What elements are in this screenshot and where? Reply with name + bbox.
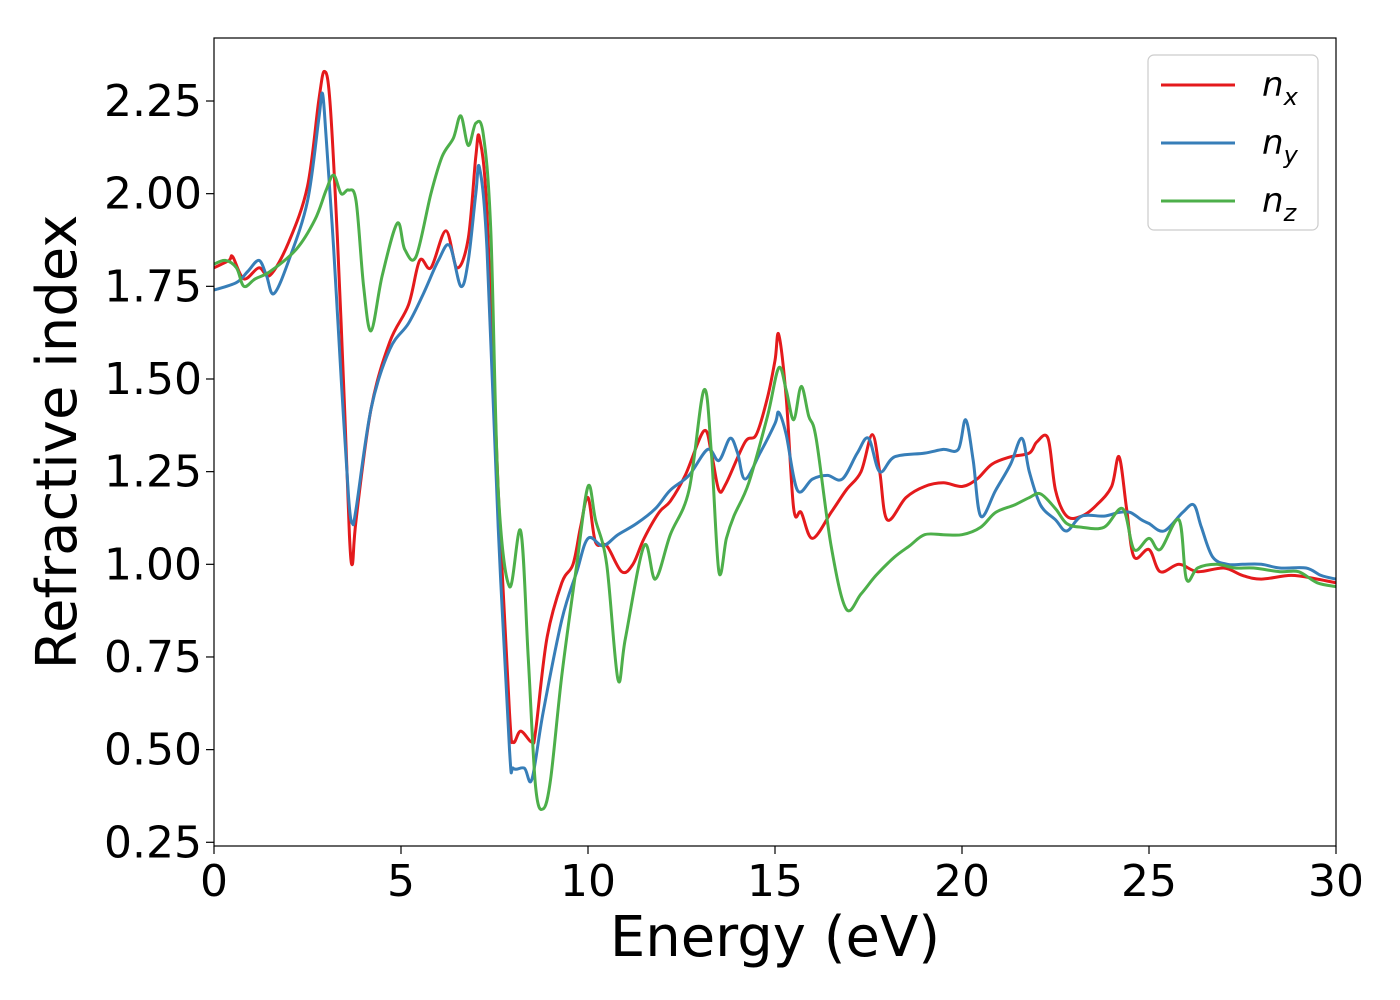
y-tick-label: 0.25 (104, 817, 202, 868)
x-tick-label: 0 (200, 856, 228, 907)
y-tick-label: 0.50 (104, 725, 202, 776)
x-tick-label: 5 (387, 856, 415, 907)
series-line-n-z (214, 114, 1336, 812)
legend-label-x: nx (1262, 65, 1299, 111)
y-tick-label: 1.00 (104, 539, 202, 590)
y-tick-label: 2.25 (104, 76, 202, 127)
legend-label-y: ny (1262, 123, 1299, 169)
x-tick-label: 30 (1308, 856, 1364, 907)
y-tick-label: 1.25 (104, 447, 202, 498)
series-line-n-x (214, 69, 1336, 745)
legend-label-z: nz (1262, 181, 1298, 227)
x-tick-label: 25 (1121, 856, 1177, 907)
series-line-n-y (214, 91, 1336, 784)
x-tick-label: 10 (560, 856, 616, 907)
y-tick-label: 2.00 (104, 169, 202, 220)
x-axis-label: Energy (eV) (610, 905, 940, 970)
x-tick-label: 15 (747, 856, 803, 907)
series-layer (214, 69, 1336, 812)
y-axis-label: Refractive index (25, 215, 90, 670)
y-axis-ticks: 0.25 0.50 0.75 1.00 1.25 1.50 1.75 2.00 2.25 (104, 76, 214, 868)
legend: nx ny nz (1147, 54, 1319, 231)
y-tick-label: 1.50 (104, 354, 202, 405)
y-tick-label: 1.75 (104, 261, 202, 312)
y-tick-label: 0.75 (104, 632, 202, 683)
x-tick-label: 20 (934, 856, 990, 907)
x-axis-ticks: 0 5 10 15 20 25 30 (200, 846, 1364, 907)
